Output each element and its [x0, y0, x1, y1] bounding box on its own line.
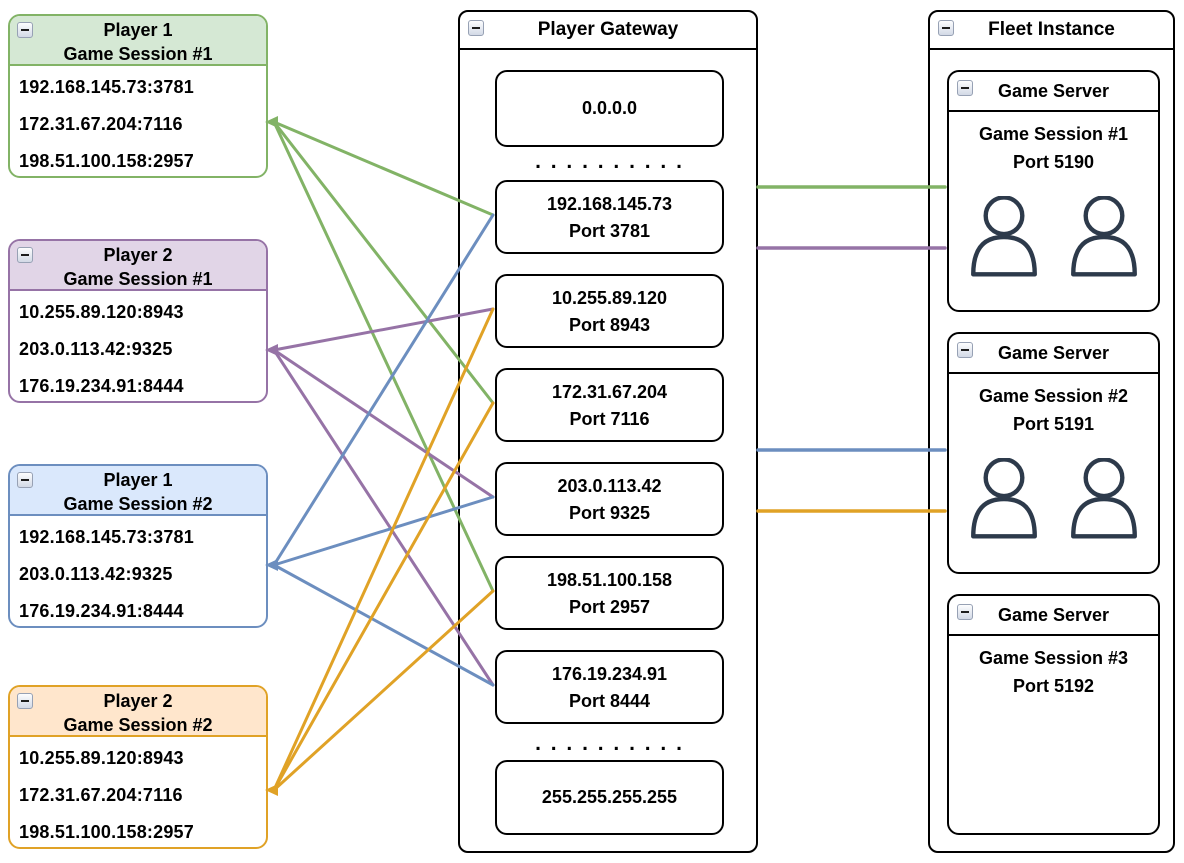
- port-number: Port 2957: [568, 597, 651, 617]
- fleet-title: Fleet Instance: [988, 19, 1115, 40]
- player-box-header: Player 1 Game Session #1: [10, 16, 266, 66]
- game-session-label: Game Session #3: [978, 648, 1129, 668]
- endpoint: 176.19.234.91:8444: [19, 376, 184, 396]
- game-server-header: Game Server: [949, 334, 1158, 374]
- player-box-p2s1: Player 2 Game Session #1 10.255.89.120:8…: [8, 239, 268, 403]
- gateway-title: Player Gateway: [537, 19, 679, 40]
- port-ip: 176.19.234.91: [551, 664, 668, 684]
- session-title: Game Session #2: [63, 715, 213, 735]
- endpoint: 176.19.234.91:8444: [19, 601, 184, 621]
- player-box-header: Player 1 Game Session #2: [10, 466, 266, 516]
- range-start-value: 0.0.0.0: [581, 98, 638, 118]
- port-ip: 203.0.113.42: [557, 476, 662, 496]
- player-endpoints: 10.255.89.120:8943 203.0.113.42:9325 176…: [10, 291, 266, 405]
- player-title: Player 1: [103, 20, 173, 40]
- gateway-range-end-box: 255.255.255.255: [495, 760, 724, 835]
- port-number: Port 8444: [568, 691, 651, 711]
- endpoint: 172.31.67.204:7116: [19, 114, 183, 134]
- collapse-minus-icon[interactable]: [938, 20, 954, 36]
- gateway-port-box-9325: 203.0.113.42 Port 9325: [495, 462, 724, 536]
- player-person-icon: [970, 458, 1037, 539]
- port-number: Port 8943: [568, 315, 651, 335]
- player-person-icon: [1070, 458, 1137, 539]
- game-server-title: Game Server: [997, 81, 1110, 101]
- player-box-header: Player 2 Game Session #1: [10, 241, 266, 291]
- game-server-header: Game Server: [949, 72, 1158, 112]
- gateway-header: Player Gateway: [460, 12, 756, 50]
- fleet-instance-box: Fleet Instance Game Server Game Session …: [928, 10, 1175, 853]
- endpoint: 192.168.145.73:3781: [19, 527, 194, 547]
- endpoint: 10.255.89.120:8943: [19, 748, 184, 768]
- port-ip: 192.168.145.73: [546, 194, 673, 214]
- port-ip: 198.51.100.158: [546, 570, 673, 590]
- game-server-title: Game Server: [997, 605, 1110, 625]
- game-session-port: Port 5190: [1012, 152, 1095, 172]
- collapse-minus-icon[interactable]: [957, 604, 973, 620]
- port-ip: 10.255.89.120: [551, 288, 668, 308]
- player-person-icon: [1070, 196, 1137, 277]
- collapse-minus-icon[interactable]: [17, 247, 33, 263]
- player-box-header: Player 2 Game Session #2: [10, 687, 266, 737]
- port-number: Port 3781: [568, 221, 651, 241]
- gateway-port-box-3781: 192.168.145.73 Port 3781: [495, 180, 724, 254]
- session-title: Game Session #2: [63, 494, 213, 514]
- game-server-box-2: Game Server Game Session #2 Port 5191: [947, 332, 1160, 574]
- gateway-range-start-box: 0.0.0.0: [495, 70, 724, 147]
- game-server-box-1: Game Server Game Session #1 Port 5190: [947, 70, 1160, 312]
- player-endpoints: 192.168.145.73:3781 203.0.113.42:9325 17…: [10, 516, 266, 630]
- player-box-p1s2: Player 1 Game Session #2 192.168.145.73:…: [8, 464, 268, 628]
- game-session-info: Game Session #3 Port 5192: [949, 636, 1158, 700]
- collapse-minus-icon[interactable]: [957, 342, 973, 358]
- gateway-port-box-2957: 198.51.100.158 Port 2957: [495, 556, 724, 630]
- endpoint: 203.0.113.42:9325: [19, 339, 173, 359]
- collapse-minus-icon[interactable]: [17, 472, 33, 488]
- game-server-title: Game Server: [997, 343, 1110, 363]
- collapse-minus-icon[interactable]: [17, 693, 33, 709]
- port-number: Port 7116: [569, 409, 650, 429]
- game-session-label: Game Session #2: [978, 386, 1129, 406]
- gateway-port-box-7116: 172.31.67.204 Port 7116: [495, 368, 724, 442]
- gateway-port-box-8943: 10.255.89.120 Port 8943: [495, 274, 724, 348]
- session-title: Game Session #1: [63, 44, 213, 64]
- game-session-port: Port 5192: [1012, 676, 1095, 696]
- player-gateway-box: Player Gateway 0.0.0.0 . . . . . . . . .…: [458, 10, 758, 853]
- player-box-p2s2: Player 2 Game Session #2 10.255.89.120:8…: [8, 685, 268, 849]
- endpoint: 198.51.100.158:2957: [19, 822, 194, 842]
- session-title: Game Session #1: [63, 269, 213, 289]
- player-title: Player 1: [103, 470, 173, 490]
- endpoint: 192.168.145.73:3781: [19, 77, 194, 97]
- player-title: Player 2: [103, 691, 173, 711]
- player-endpoints: 10.255.89.120:8943 172.31.67.204:7116 19…: [10, 737, 266, 851]
- endpoint: 198.51.100.158:2957: [19, 151, 194, 171]
- collapse-minus-icon[interactable]: [17, 22, 33, 38]
- player-endpoints: 192.168.145.73:3781 172.31.67.204:7116 1…: [10, 66, 266, 180]
- game-session-info: Game Session #1 Port 5190: [949, 112, 1158, 176]
- endpoint: 203.0.113.42:9325: [19, 564, 173, 584]
- endpoint: 10.255.89.120:8943: [19, 302, 184, 322]
- gateway-port-box-8444: 176.19.234.91 Port 8444: [495, 650, 724, 724]
- game-server-header: Game Server: [949, 596, 1158, 636]
- player-person-icon: [970, 196, 1037, 277]
- collapse-minus-icon[interactable]: [957, 80, 973, 96]
- player-box-p1s1: Player 1 Game Session #1 192.168.145.73:…: [8, 14, 268, 178]
- game-session-label: Game Session #1: [978, 124, 1129, 144]
- range-end-value: 255.255.255.255: [541, 787, 678, 807]
- game-session-port: Port 5191: [1012, 414, 1095, 434]
- player-title: Player 2: [103, 245, 173, 265]
- game-server-box-3: Game Server Game Session #3 Port 5192: [947, 594, 1160, 835]
- fleet-header: Fleet Instance: [930, 12, 1173, 50]
- port-number: Port 9325: [568, 503, 651, 523]
- connected-players: [949, 458, 1158, 540]
- connected-players: [949, 196, 1158, 278]
- game-session-info: Game Session #2 Port 5191: [949, 374, 1158, 438]
- port-ip: 172.31.67.204: [551, 382, 668, 402]
- ellipsis-dots: . . . . . . . . . .: [535, 732, 684, 755]
- endpoint: 172.31.67.204:7116: [19, 785, 183, 805]
- collapse-minus-icon[interactable]: [468, 20, 484, 36]
- ellipsis-dots: . . . . . . . . . .: [535, 150, 684, 173]
